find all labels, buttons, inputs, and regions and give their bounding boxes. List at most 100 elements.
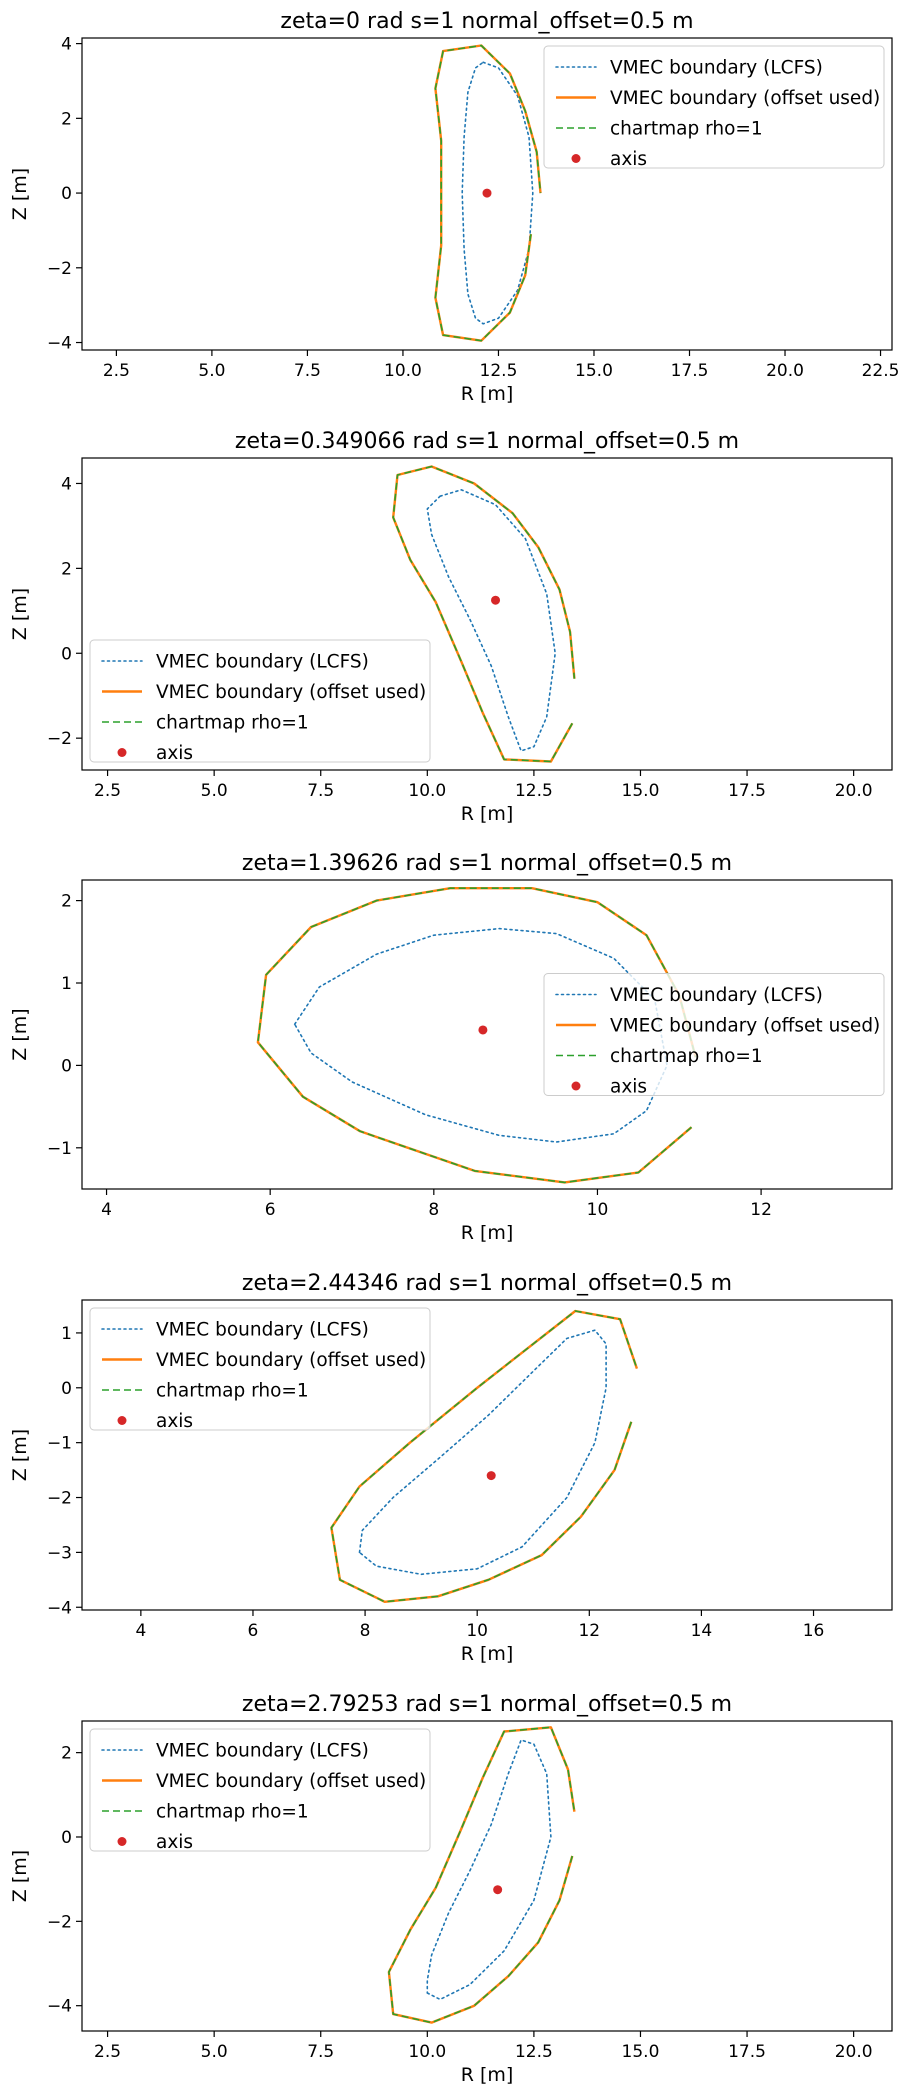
legend-handle-axis xyxy=(117,748,127,757)
x-tick-label: 10.0 xyxy=(408,781,446,801)
x-tick-label: 7.5 xyxy=(294,361,321,381)
y-tick-label: −1 xyxy=(47,1139,72,1159)
axis-marker xyxy=(486,1471,496,1481)
legend-label: VMEC boundary (offset used) xyxy=(156,1771,426,1792)
x-tick-label: 15.0 xyxy=(622,781,660,801)
legend-label: VMEC boundary (offset used) xyxy=(156,1350,426,1371)
legend-handle-axis xyxy=(117,1416,127,1425)
y-tick-label: 2 xyxy=(61,559,72,579)
axis-marker xyxy=(493,1885,503,1895)
y-tick-label: 2 xyxy=(61,109,72,129)
axes-frame xyxy=(81,37,893,351)
legend-label: VMEC boundary (LCFS) xyxy=(610,985,823,1006)
x-tick-label: 8 xyxy=(360,1621,371,1641)
x-tick-label: 6 xyxy=(248,1621,259,1641)
legend: VMEC boundary (LCFS) VMEC boundary (offse… xyxy=(89,1728,431,1853)
legend-label: VMEC boundary (LCFS) xyxy=(610,58,823,79)
plot-area xyxy=(387,1726,576,2024)
y-tick-label: −2 xyxy=(47,259,72,279)
x-tick-label: 5.0 xyxy=(198,361,225,381)
legend-label: axis xyxy=(156,743,193,764)
legend-label: VMEC boundary (LCFS) xyxy=(156,652,369,673)
legend-handle-axis xyxy=(571,1081,581,1091)
y-tick-label: 2 xyxy=(61,892,72,912)
y-tick-label: −4 xyxy=(47,1997,72,2017)
y-axis-label: Z [m] xyxy=(9,588,31,640)
x-tick-label: 10 xyxy=(466,1621,488,1641)
y-tick-label: −4 xyxy=(47,1598,72,1618)
x-tick-label: 12.5 xyxy=(515,781,553,801)
legend-label: axis xyxy=(156,1411,193,1432)
series-line-3 xyxy=(388,1726,576,2024)
axis-marker xyxy=(491,595,501,605)
y-tick-label: 0 xyxy=(61,644,72,664)
legend-box xyxy=(89,1307,431,1431)
plot-area xyxy=(256,887,697,1184)
y-tick-label: −3 xyxy=(47,1543,72,1563)
y-tick-label: −4 xyxy=(47,334,72,354)
legend-box xyxy=(543,45,885,169)
series-line-3 xyxy=(257,887,697,1184)
x-tick-label: 10 xyxy=(587,1200,609,1220)
axes-frame xyxy=(81,879,893,1190)
subplot-2: zeta=0.349066 rad s=1 normal_offset=0.5 … xyxy=(9,429,893,825)
x-tick-label: 12.5 xyxy=(515,2042,553,2062)
x-tick-label: 2.5 xyxy=(103,361,130,381)
subplot-title: zeta=2.79253 rad s=1 normal_offset=0.5 m xyxy=(242,1692,732,1717)
legend-label: chartmap rho=1 xyxy=(156,1381,309,1402)
subplot-title: zeta=1.39626 rad s=1 normal_offset=0.5 m xyxy=(242,851,732,876)
y-tick-label: −2 xyxy=(47,729,72,749)
x-tick-label: 4 xyxy=(135,1621,146,1641)
x-tick-label: 17.5 xyxy=(671,361,709,381)
y-axis-label: Z [m] xyxy=(9,1850,31,1902)
legend-label: VMEC boundary (offset used) xyxy=(156,682,426,703)
x-tick-label: 20.0 xyxy=(766,361,804,381)
series-line-1 xyxy=(426,488,557,752)
series-line-1 xyxy=(461,61,534,325)
axes-frame xyxy=(81,1299,893,1611)
plot-area xyxy=(392,465,576,763)
y-tick-label: 4 xyxy=(61,474,72,494)
x-axis-label: R [m] xyxy=(461,1222,514,1244)
y-tick-label: −2 xyxy=(47,1912,72,1932)
subplot-4: zeta=2.44346 rad s=1 normal_offset=0.5 m… xyxy=(9,1271,893,1665)
legend-label: VMEC boundary (LCFS) xyxy=(156,1320,369,1341)
series-line-1 xyxy=(358,1329,607,1576)
x-tick-label: 20.0 xyxy=(835,781,873,801)
x-tick-label: 17.5 xyxy=(728,2042,766,2062)
legend-label: VMEC boundary (offset used) xyxy=(610,1016,880,1037)
x-tick-label: 10.0 xyxy=(408,2042,446,2062)
subplot-title: zeta=0.349066 rad s=1 normal_offset=0.5 … xyxy=(235,429,739,454)
x-axis-label: R [m] xyxy=(461,383,514,405)
x-tick-label: 2.5 xyxy=(94,2042,121,2062)
subplot-title: zeta=2.44346 rad s=1 normal_offset=0.5 m xyxy=(242,1271,732,1296)
x-axis-label: R [m] xyxy=(461,2064,514,2086)
legend: VMEC boundary (LCFS) VMEC boundary (offse… xyxy=(543,973,885,1098)
series-line-3 xyxy=(392,465,576,763)
legend-handle-axis xyxy=(571,154,581,163)
x-tick-label: 5.0 xyxy=(201,781,228,801)
x-tick-label: 15.0 xyxy=(622,2042,660,2062)
legend-label: axis xyxy=(156,1832,193,1853)
x-tick-label: 15.0 xyxy=(575,361,613,381)
axes-frame xyxy=(81,1720,893,2032)
x-axis-label: R [m] xyxy=(461,803,514,825)
subplot-1: zeta=0 rad s=1 normal_offset=0.5 m 2.5 5.0… xyxy=(9,9,899,405)
legend-label: axis xyxy=(610,149,647,170)
y-axis-label: Z [m] xyxy=(9,1429,31,1481)
series-line-1 xyxy=(426,1739,552,2001)
legend-label: chartmap rho=1 xyxy=(156,713,309,734)
legend-box xyxy=(89,1728,431,1852)
x-tick-label: 16 xyxy=(803,1621,825,1641)
legend: VMEC boundary (LCFS) VMEC boundary (offse… xyxy=(89,639,431,764)
legend: VMEC boundary (LCFS) VMEC boundary (offse… xyxy=(543,45,885,170)
legend-label: axis xyxy=(610,1077,647,1098)
x-tick-label: 8 xyxy=(428,1200,439,1220)
plot-area xyxy=(330,1309,639,1604)
y-tick-label: 0 xyxy=(61,184,72,204)
x-tick-label: 12 xyxy=(578,1621,600,1641)
legend-box xyxy=(543,973,885,1096)
x-tick-label: 2.5 xyxy=(94,781,121,801)
x-tick-label: 12 xyxy=(750,1200,772,1220)
legend-label: chartmap rho=1 xyxy=(610,119,763,140)
